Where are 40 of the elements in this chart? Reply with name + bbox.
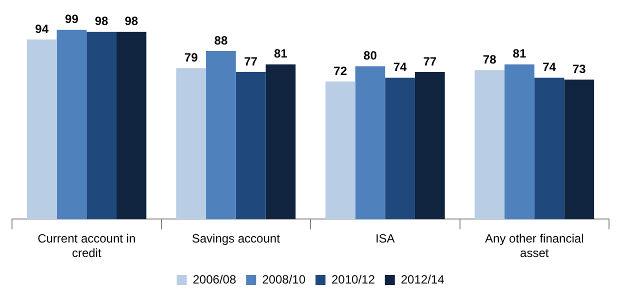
bar xyxy=(355,66,386,220)
data-label: 98 xyxy=(124,14,138,28)
x-tick-label: ISA xyxy=(375,232,395,246)
data-label: 74 xyxy=(393,60,408,74)
data-label: 72 xyxy=(334,64,348,78)
bar xyxy=(534,78,564,220)
x-tick-label: Current account in credit xyxy=(38,232,136,260)
bar xyxy=(236,72,266,220)
legend-label: 2008/10 xyxy=(262,272,306,286)
legend-label: 2012/14 xyxy=(400,272,445,286)
bar xyxy=(325,82,356,220)
x-tick-label: Any other financial asset xyxy=(485,232,584,260)
data-label: 81 xyxy=(512,46,526,61)
bar xyxy=(56,30,87,220)
data-label: 74 xyxy=(542,60,556,74)
bar xyxy=(414,72,445,220)
bar xyxy=(116,32,146,220)
data-label: 98 xyxy=(94,14,109,28)
data-label: 80 xyxy=(364,48,378,63)
x-tick-label: Savings account xyxy=(192,232,281,246)
data-label: 79 xyxy=(184,50,198,64)
data-label: 78 xyxy=(482,52,497,66)
data-label: 88 xyxy=(214,33,228,48)
data-label: 73 xyxy=(572,62,586,76)
bar xyxy=(385,78,415,220)
data-label: 94 xyxy=(35,22,49,36)
bar xyxy=(176,68,206,220)
bar xyxy=(266,64,296,220)
data-label: 77 xyxy=(423,54,437,68)
bar xyxy=(86,32,116,220)
bar xyxy=(474,70,505,220)
bar xyxy=(206,50,236,220)
data-label: 81 xyxy=(274,46,288,61)
bar xyxy=(26,39,57,220)
data-label: 77 xyxy=(244,54,258,68)
legend-label: 2010/12 xyxy=(332,272,376,286)
data-label: 99 xyxy=(65,12,79,26)
bar xyxy=(564,80,594,220)
legend-label: 2006/08 xyxy=(192,272,236,286)
bar xyxy=(504,64,534,220)
